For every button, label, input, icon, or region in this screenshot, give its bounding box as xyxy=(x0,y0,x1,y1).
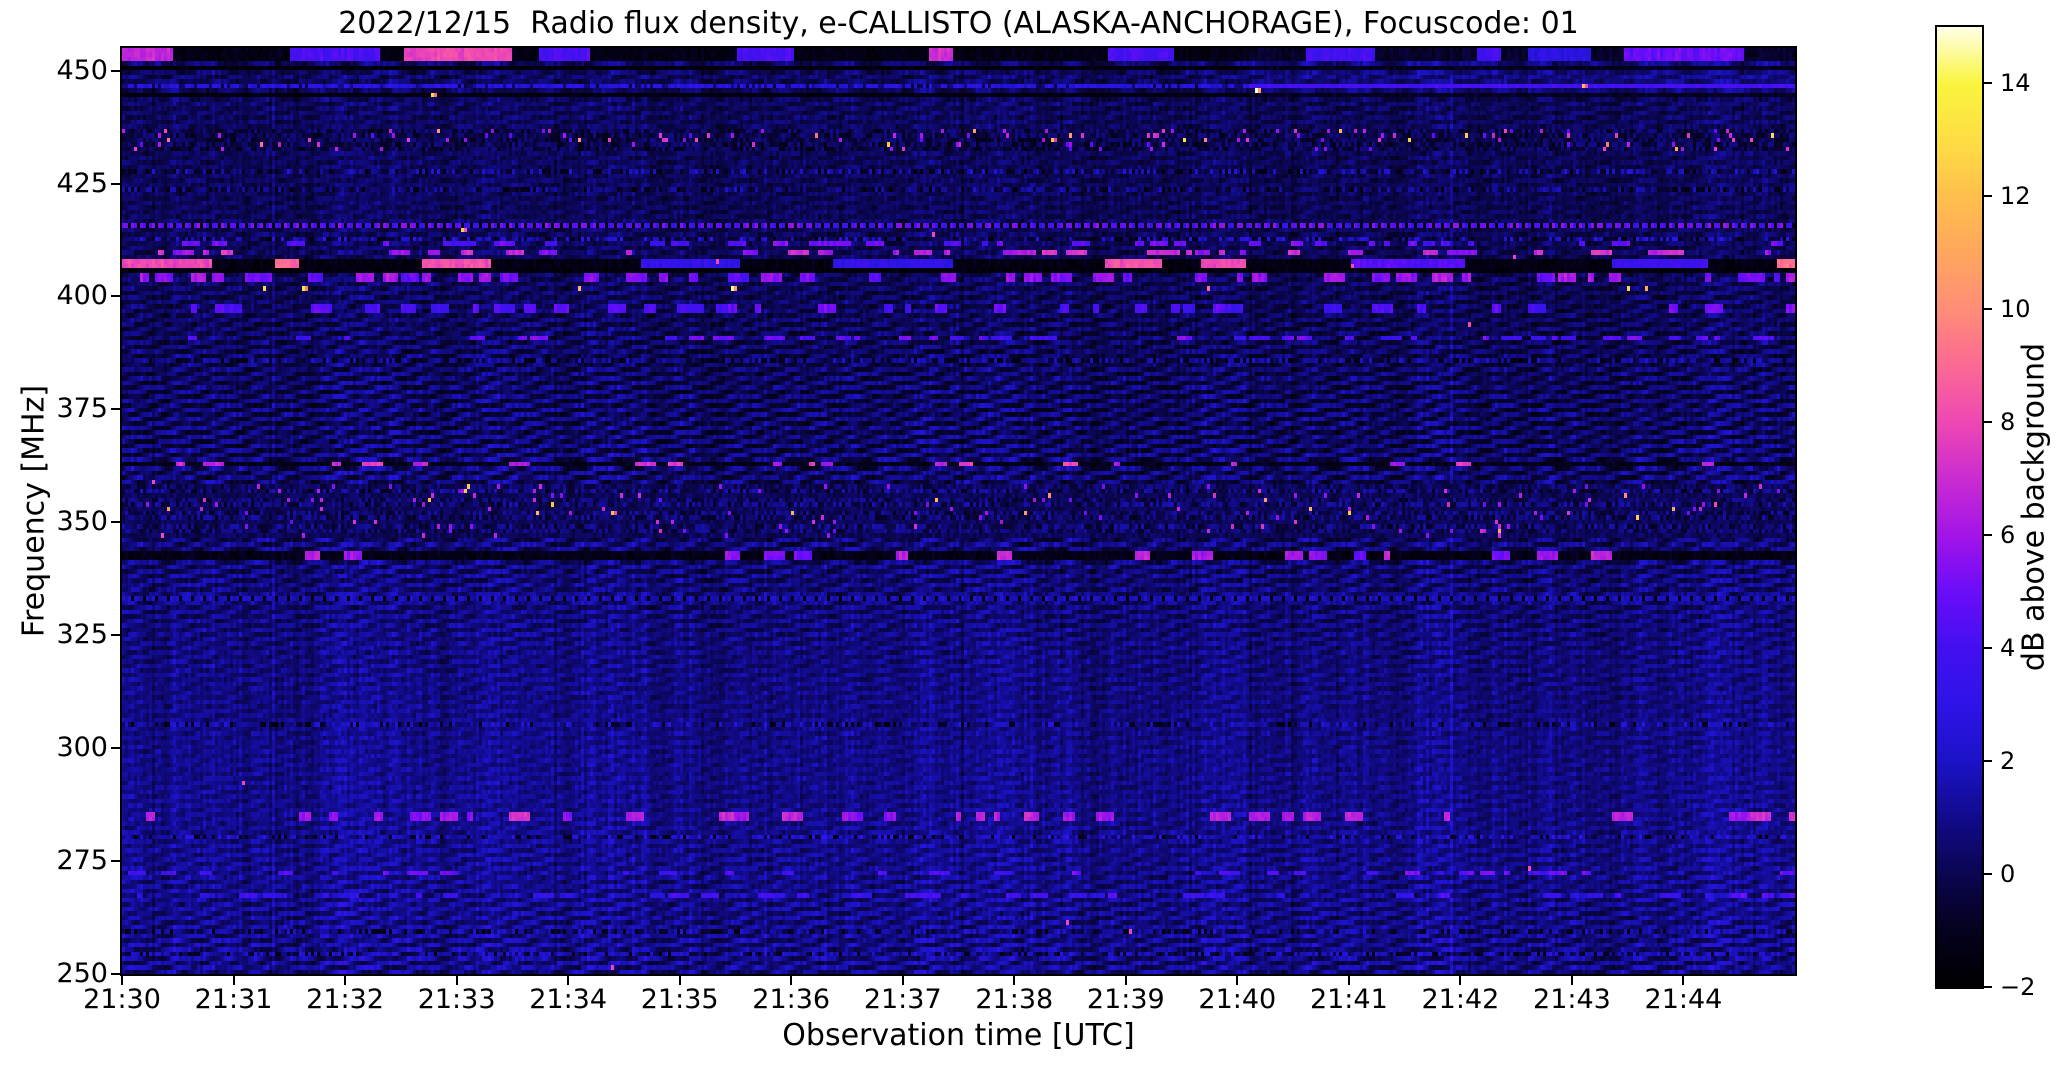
colorbar-label: dB above background xyxy=(2016,342,2052,672)
colorbar-tick-mark xyxy=(1984,647,1992,650)
colorbar-tick-mark xyxy=(1984,195,1992,198)
x-tick-mark xyxy=(1459,976,1462,985)
y-tick-label: 400 xyxy=(56,280,108,312)
y-tick-mark xyxy=(111,295,120,298)
y-tick-mark xyxy=(111,521,120,524)
colorbar-tick-label: 10 xyxy=(2000,295,2031,324)
y-tick-label: 300 xyxy=(56,732,108,764)
x-tick-mark xyxy=(678,976,681,985)
x-tick-label: 21:31 xyxy=(194,984,273,1015)
y-tick-label: 350 xyxy=(56,506,108,538)
x-tick-label: 21:33 xyxy=(417,984,496,1015)
y-tick-mark xyxy=(111,973,120,975)
y-tick-mark xyxy=(111,182,120,185)
colorbar-tick-mark xyxy=(1984,82,1992,85)
x-tick-label: 21:36 xyxy=(752,984,831,1015)
y-tick-mark xyxy=(111,408,120,411)
x-tick-mark xyxy=(567,976,570,985)
x-tick-mark xyxy=(1682,976,1685,985)
x-tick-label: 21:43 xyxy=(1533,984,1611,1015)
x-tick-label: 21:34 xyxy=(529,984,608,1015)
colorbar xyxy=(1935,25,1984,989)
x-tick-mark xyxy=(1013,976,1016,985)
colorbar-tick-label: 0 xyxy=(2000,860,2016,889)
x-tick-label: 21:40 xyxy=(1198,984,1277,1015)
x-tick-label: 21:32 xyxy=(306,984,384,1015)
colorbar-tick-mark xyxy=(1984,534,1992,537)
x-tick-mark xyxy=(1347,976,1350,985)
y-axis-label: Frequency [MHz] xyxy=(16,384,52,638)
spectrogram-heatmap xyxy=(122,48,1795,974)
colorbar-tick-mark xyxy=(1984,986,1992,988)
x-tick-mark xyxy=(790,976,793,985)
colorbar-tick-label: −2 xyxy=(2000,973,2036,1001)
y-tick-label: 450 xyxy=(56,54,108,86)
x-tick-label: 21:41 xyxy=(1309,984,1388,1015)
y-tick-mark xyxy=(111,860,120,863)
x-tick-label: 21:35 xyxy=(640,984,719,1015)
colorbar-tick-label: 6 xyxy=(2000,521,2016,550)
colorbar-tick-mark xyxy=(1984,873,1992,876)
x-tick-mark xyxy=(901,976,904,985)
x-tick-mark xyxy=(1236,976,1239,985)
y-tick-mark xyxy=(111,747,120,750)
colorbar-tick-label: 12 xyxy=(2000,182,2031,211)
x-tick-label: 21:38 xyxy=(975,984,1054,1015)
x-tick-mark xyxy=(1570,976,1573,985)
colorbar-tick-mark xyxy=(1984,308,1992,311)
x-tick-label: 21:30 xyxy=(83,984,161,1015)
x-axis-label: Observation time [UTC] xyxy=(782,1018,1135,1053)
colorbar-tick-label: 4 xyxy=(2000,634,2016,663)
x-tick-mark xyxy=(121,976,123,985)
colorbar-tick-label: 8 xyxy=(2000,408,2016,437)
y-tick-label: 425 xyxy=(56,167,108,199)
y-tick-label: 375 xyxy=(56,393,108,425)
x-tick-mark xyxy=(1124,976,1127,985)
y-tick-label: 325 xyxy=(56,619,108,651)
x-tick-label: 21:37 xyxy=(863,984,942,1015)
colorbar-gradient xyxy=(1937,27,1982,987)
x-tick-label: 21:39 xyxy=(1086,984,1165,1015)
y-tick-mark xyxy=(111,634,120,637)
colorbar-tick-label: 2 xyxy=(2000,747,2016,776)
x-tick-mark xyxy=(232,976,235,985)
x-tick-mark xyxy=(455,976,458,985)
colorbar-tick-label: 14 xyxy=(2000,69,2031,98)
y-tick-label: 275 xyxy=(56,845,108,877)
colorbar-tick-mark xyxy=(1984,760,1992,763)
x-tick-label: 21:44 xyxy=(1644,984,1723,1015)
chart-title: 2022/12/15 Radio flux density, e-CALLIST… xyxy=(338,6,1579,41)
x-tick-mark xyxy=(344,976,347,985)
y-tick-mark xyxy=(111,69,120,72)
colorbar-tick-mark xyxy=(1984,421,1992,424)
y-tick-label: 250 xyxy=(56,958,108,989)
x-tick-label: 21:42 xyxy=(1421,984,1500,1015)
